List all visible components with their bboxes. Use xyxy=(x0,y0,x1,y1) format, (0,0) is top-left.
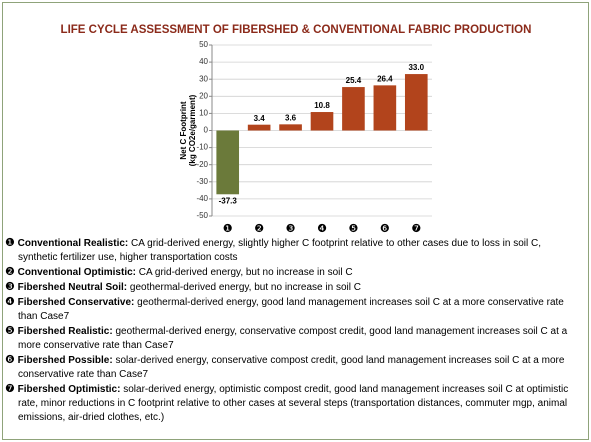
value-label: 25.4 xyxy=(346,76,362,85)
value-label: 3.4 xyxy=(254,114,266,123)
x-tick-label: ❹ xyxy=(317,223,327,235)
note-text: geothermal-derived energy, but no increa… xyxy=(129,282,361,293)
y-tick-label: 40 xyxy=(199,57,208,66)
value-label: 33.0 xyxy=(408,63,424,72)
x-tick-label: ❻ xyxy=(380,223,390,235)
note-name: Fibershed Conservative: xyxy=(17,297,135,308)
note-text: geothermal-derived energy, good land man… xyxy=(18,297,564,322)
value-label: 10.8 xyxy=(314,101,330,110)
y-axis-label: Net C Footprint xyxy=(179,101,188,160)
note-text: solar-derived energy, optimistic compost… xyxy=(18,384,569,423)
bar xyxy=(279,124,302,131)
note-name: Conventional Realistic: xyxy=(17,238,129,249)
value-label: 3.6 xyxy=(285,113,297,122)
value-label: 26.4 xyxy=(377,74,393,83)
y-tick-label: -40 xyxy=(196,194,208,203)
note: ❶ Conventional Realistic: CA grid-derive… xyxy=(4,236,582,265)
note-marker: ❼ xyxy=(5,383,15,395)
bar xyxy=(404,74,428,131)
note: ❷ Conventional Optimistic: CA grid-deriv… xyxy=(4,265,582,280)
y-axis-label: (kg CO2e/garment) xyxy=(188,94,197,166)
note-marker: ❸ xyxy=(5,281,15,293)
notes: ❶ Conventional Realistic: CA grid-derive… xyxy=(4,236,582,425)
note-marker: ❻ xyxy=(5,354,15,366)
y-tick-label: 50 xyxy=(199,40,208,49)
note-name: Fibershed Optimistic: xyxy=(17,384,121,395)
note-name: Fibershed Realistic: xyxy=(17,326,113,337)
bar xyxy=(247,124,271,131)
bar xyxy=(342,87,365,131)
y-tick-label: -30 xyxy=(196,177,208,186)
x-tick-label: ❸ xyxy=(286,223,296,235)
y-tick-label: 30 xyxy=(199,74,208,83)
bar xyxy=(310,112,334,131)
note: ❻ Fibershed Possible: solar-derived ener… xyxy=(4,353,582,382)
note: ❹ Fibershed Conservative: geothermal-der… xyxy=(4,295,582,324)
y-tick-label: -20 xyxy=(196,160,208,169)
note-name: Conventional Optimistic: xyxy=(17,267,136,278)
note-text: CA grid-derived energy, but no increase … xyxy=(138,267,353,278)
x-tick-label: ❼ xyxy=(411,223,421,235)
y-tick-label: -50 xyxy=(196,211,208,220)
note-marker: ❷ xyxy=(5,266,15,278)
note: ❺ Fibershed Realistic: geothermal-derive… xyxy=(4,324,582,353)
x-tick-label: ❺ xyxy=(348,223,358,235)
note-name: Fibershed Possible: xyxy=(17,355,113,366)
note-marker: ❺ xyxy=(5,325,15,337)
value-label: -37.3 xyxy=(219,196,238,205)
note-text: CA grid-derived energy, slightly higher … xyxy=(18,238,542,263)
bar xyxy=(216,130,240,195)
note: ❸ Fibershed Neutral Soil: geothermal-der… xyxy=(4,280,582,295)
note-marker: ❹ xyxy=(5,296,15,308)
y-tick-label: -10 xyxy=(196,143,208,152)
y-tick-label: 0 xyxy=(204,126,209,135)
x-tick-label: ❷ xyxy=(254,223,264,235)
note-text: solar-derived energy, conservative compo… xyxy=(18,355,565,380)
x-tick-label: ❶ xyxy=(223,223,233,235)
note-marker: ❶ xyxy=(5,237,15,249)
y-tick-label: 10 xyxy=(199,109,208,118)
note: ❼ Fibershed Optimistic: solar-derived en… xyxy=(4,382,582,425)
chart-title: LIFE CYCLE ASSESSMENT OF FIBERSHED & CON… xyxy=(61,24,532,36)
note-name: Fibershed Neutral Soil: xyxy=(17,282,128,293)
bar xyxy=(373,85,397,131)
y-tick-label: 20 xyxy=(199,91,208,100)
note-text: geothermal-derived energy, conservative … xyxy=(18,326,568,351)
chart: LIFE CYCLE ASSESSMENT OF FIBERSHED & CON… xyxy=(61,24,532,235)
